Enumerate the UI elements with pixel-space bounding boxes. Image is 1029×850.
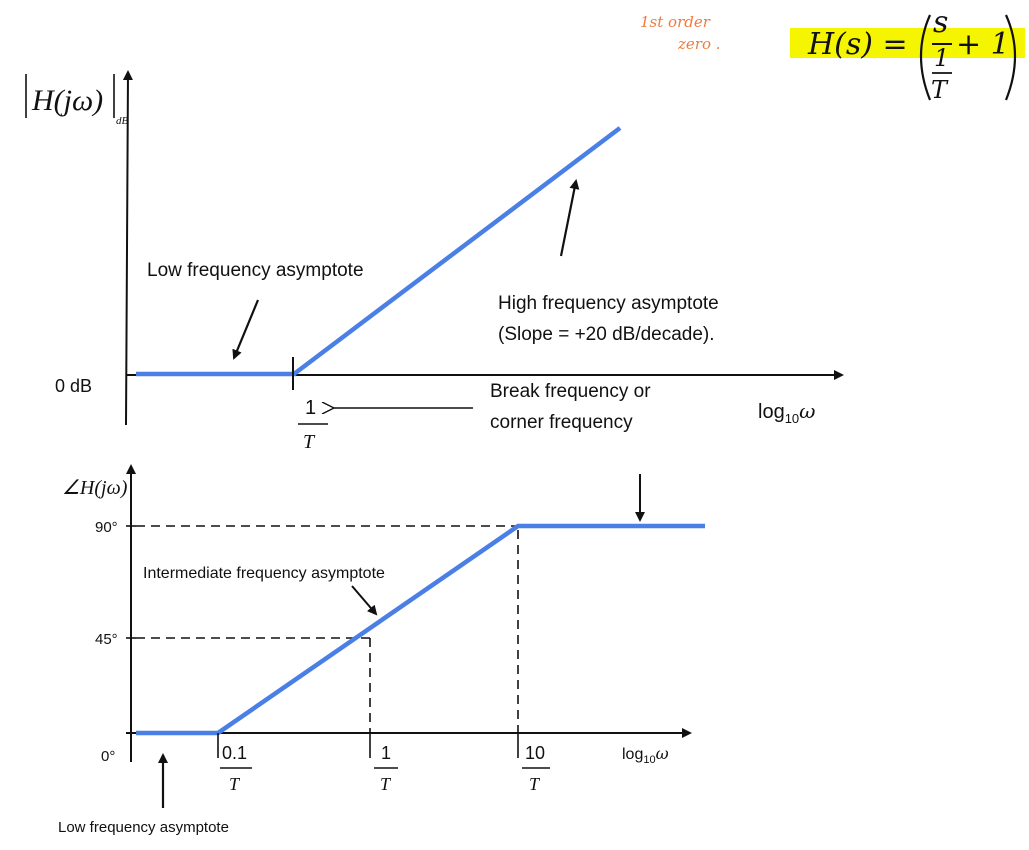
- intermediate-annotation: Intermediate frequency asymptote: [143, 565, 385, 582]
- x-tick-1-denominator: T: [229, 774, 241, 794]
- phase-omega-symbol: ω: [656, 744, 669, 763]
- magnitude-y-axis: [122, 70, 133, 426]
- handwritten-note: 1st order zero .: [640, 13, 721, 53]
- break-tick-denominator: T: [303, 431, 316, 453]
- handwritten-line-2: zero .: [677, 35, 721, 53]
- formula-den-num: 1: [934, 44, 949, 72]
- low-frequency-pointer: [232, 299, 260, 360]
- magnitude-y-label-sub: dB: [116, 115, 129, 127]
- phase-tick-0-label: 0°: [101, 748, 115, 765]
- phase-log-subscript: 10: [643, 754, 655, 766]
- formula-right-paren: [1004, 14, 1017, 101]
- high-frequency-annotation-line1: High frequency asymptote: [498, 293, 719, 314]
- handwritten-line-1: 1st order: [640, 13, 711, 31]
- phase-plot: ∠H(jω) 90° 45° 0° 0.1 T 1 T 10 T log10ω …: [58, 464, 705, 836]
- formula-left-paren: [919, 14, 932, 101]
- formula-highlight: [790, 28, 1025, 58]
- break-frequency-annotation-line1: Break frequency or: [490, 381, 651, 402]
- phase-x-axis-label: log10ω: [622, 744, 669, 766]
- phase-log-text: log: [622, 746, 643, 763]
- phase-low-frequency-annotation: Low frequency asymptote: [58, 819, 229, 836]
- high-frequency-pointer: [559, 179, 580, 257]
- x-tick-2-denominator: T: [380, 774, 392, 794]
- low-frequency-annotation: Low frequency asymptote: [147, 260, 364, 281]
- intermediate-pointer: [351, 585, 378, 616]
- formula-lhs: H(s) =: [807, 27, 908, 62]
- x-tick-3-numerator: 10: [525, 743, 545, 763]
- formula-plus-one: + 1: [956, 27, 1010, 62]
- phase-y-axis-label: ∠H(jω): [62, 477, 128, 499]
- log-text: log: [758, 401, 785, 423]
- high-frequency-annotation-line2: (Slope = +20 dB/decade).: [498, 324, 715, 345]
- magnitude-y-label: H(jω) dB: [25, 74, 129, 127]
- x-tick-3-denominator: T: [529, 774, 541, 794]
- x-tick-1-numerator: 0.1: [222, 743, 247, 763]
- omega-symbol: ω: [799, 399, 815, 423]
- transfer-function-formula: H(s) = s 1 T + 1: [790, 5, 1025, 104]
- magnitude-high-asymptote: [292, 126, 622, 376]
- phase-tick-90-label: 90°: [95, 519, 118, 536]
- phase-tick-45-label: 45°: [95, 631, 118, 648]
- break-tick-numerator: 1: [305, 397, 316, 419]
- break-frequency-annotation-line2: corner frequency: [490, 412, 633, 433]
- log-subscript: 10: [785, 411, 799, 426]
- phase-asymptote-line: [136, 523, 705, 736]
- magnitude-y-label-main: H(jω): [31, 84, 103, 117]
- formula-den-den: T: [931, 76, 949, 104]
- formula-numerator-s: s: [933, 5, 948, 40]
- magnitude-x-axis-label: log10ω: [758, 399, 815, 426]
- zero-db-tick-label: 0 dB: [55, 376, 92, 396]
- magnitude-plot: H(jω) dB 0 dB 1 T log10ω Low frequency a…: [25, 70, 844, 453]
- x-tick-2-numerator: 1: [381, 743, 391, 763]
